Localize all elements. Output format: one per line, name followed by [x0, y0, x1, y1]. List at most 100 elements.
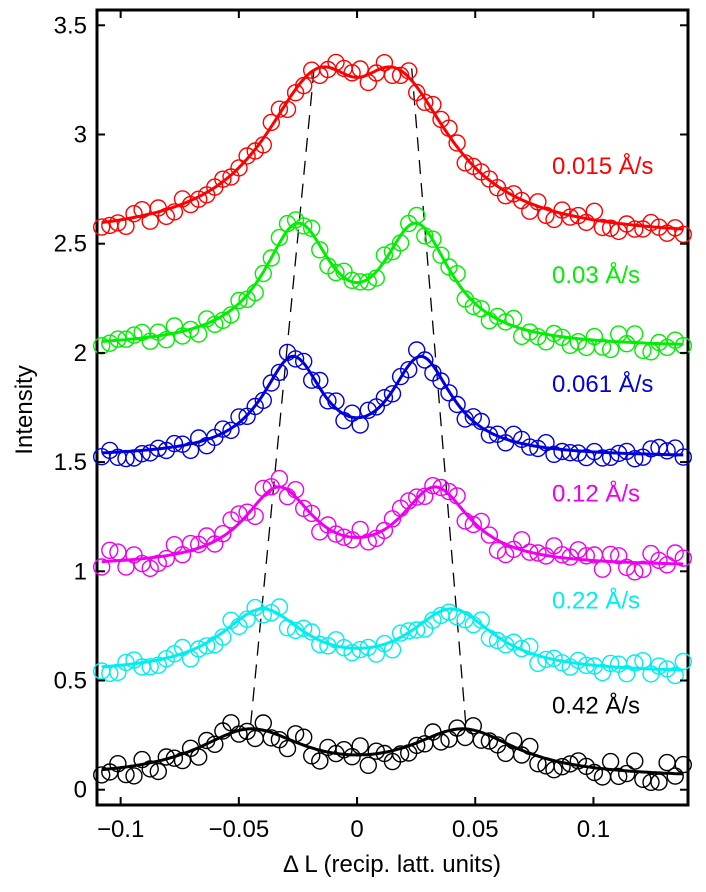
data-point	[537, 650, 555, 669]
data-point	[343, 644, 361, 662]
data-point	[521, 737, 539, 756]
data-point	[424, 95, 442, 114]
data-point	[391, 234, 410, 252]
data-point	[496, 636, 515, 654]
y-tick-label: 2.5	[54, 231, 87, 258]
data-point	[610, 767, 628, 786]
data-point	[585, 202, 604, 221]
data-point	[391, 66, 410, 85]
x-tick-label: −0.1	[97, 816, 144, 843]
data-point	[262, 729, 280, 747]
data-point	[230, 725, 248, 743]
data-point	[400, 62, 418, 80]
data-point	[472, 512, 490, 531]
data-point	[626, 654, 644, 672]
x-axis-label: Δ L (recip. latt. units)	[283, 851, 501, 878]
data-point	[561, 208, 579, 226]
data-point	[197, 637, 216, 655]
data-point	[375, 246, 394, 264]
data-point	[577, 547, 595, 565]
data-point	[505, 732, 523, 750]
data-point	[383, 641, 402, 659]
data-point	[440, 482, 458, 501]
data-point	[125, 204, 143, 223]
data-point	[585, 327, 604, 346]
data-point	[464, 515, 482, 534]
data-point	[181, 650, 200, 668]
data-point	[674, 755, 692, 774]
data-point	[351, 60, 369, 78]
data-point	[125, 449, 143, 467]
data-point	[464, 717, 482, 735]
data-point	[513, 639, 531, 658]
data-point	[666, 767, 684, 785]
axis-ticks: −0.1 −0.05 0 0.05 0.1 0 0.5 1 1.5 2 2.5 3 3.5	[54, 10, 688, 843]
data-point	[545, 537, 563, 555]
data-point	[141, 212, 159, 230]
data-point	[674, 549, 692, 567]
series-0.061	[92, 341, 692, 468]
data-point	[311, 635, 329, 654]
data-point	[117, 558, 135, 576]
data-point	[327, 525, 345, 543]
data-point	[432, 246, 450, 264]
series-label: 0.015 Å/s	[552, 152, 653, 180]
data-point	[375, 521, 394, 540]
data-point	[254, 136, 272, 154]
data-point	[222, 306, 240, 324]
data-point	[505, 309, 523, 328]
plot-frame	[95, 8, 690, 807]
data-point	[295, 728, 313, 746]
peak-guide-lines	[250, 64, 467, 725]
data-point	[391, 745, 410, 763]
series-label: 0.03 Å/s	[552, 261, 640, 289]
data-point	[327, 392, 345, 410]
data-point	[303, 623, 321, 641]
data-point	[303, 219, 321, 238]
data-point	[157, 549, 176, 568]
data-point	[141, 658, 159, 676]
data-point	[521, 323, 539, 341]
data-point	[359, 756, 377, 774]
data-point	[189, 748, 208, 766]
data-point	[125, 767, 143, 785]
data-point	[230, 408, 248, 426]
data-point	[480, 629, 499, 647]
data-point	[593, 449, 612, 467]
data-point	[295, 352, 313, 371]
data-point	[626, 450, 644, 468]
data-point	[585, 763, 604, 782]
data-point	[92, 766, 111, 784]
data-point	[343, 64, 361, 82]
data-point	[181, 534, 200, 553]
data-point	[634, 341, 652, 360]
data-point	[400, 361, 418, 379]
data-point	[101, 334, 119, 352]
data-point	[545, 761, 563, 779]
data-point	[206, 735, 224, 753]
data-point	[270, 469, 289, 488]
data-point	[246, 283, 264, 302]
data-point	[254, 606, 272, 624]
data-point	[303, 371, 321, 389]
series-layer	[92, 53, 692, 791]
data-point	[295, 217, 313, 235]
data-point	[408, 736, 426, 755]
data-point	[424, 230, 442, 248]
data-point	[359, 73, 377, 92]
data-point	[416, 227, 434, 245]
data-point	[286, 725, 305, 743]
data-point	[359, 273, 377, 291]
data-point	[270, 598, 289, 616]
data-point	[610, 325, 628, 343]
data-point	[440, 119, 458, 137]
y-tick-label: 3.5	[54, 12, 87, 39]
data-point	[109, 214, 127, 232]
data-point	[181, 320, 200, 339]
data-point	[480, 732, 499, 750]
data-point	[408, 206, 426, 225]
data-point	[351, 273, 369, 291]
data-point	[626, 563, 644, 581]
y-tick-label: 0	[74, 777, 87, 804]
fit-curve	[101, 65, 684, 231]
